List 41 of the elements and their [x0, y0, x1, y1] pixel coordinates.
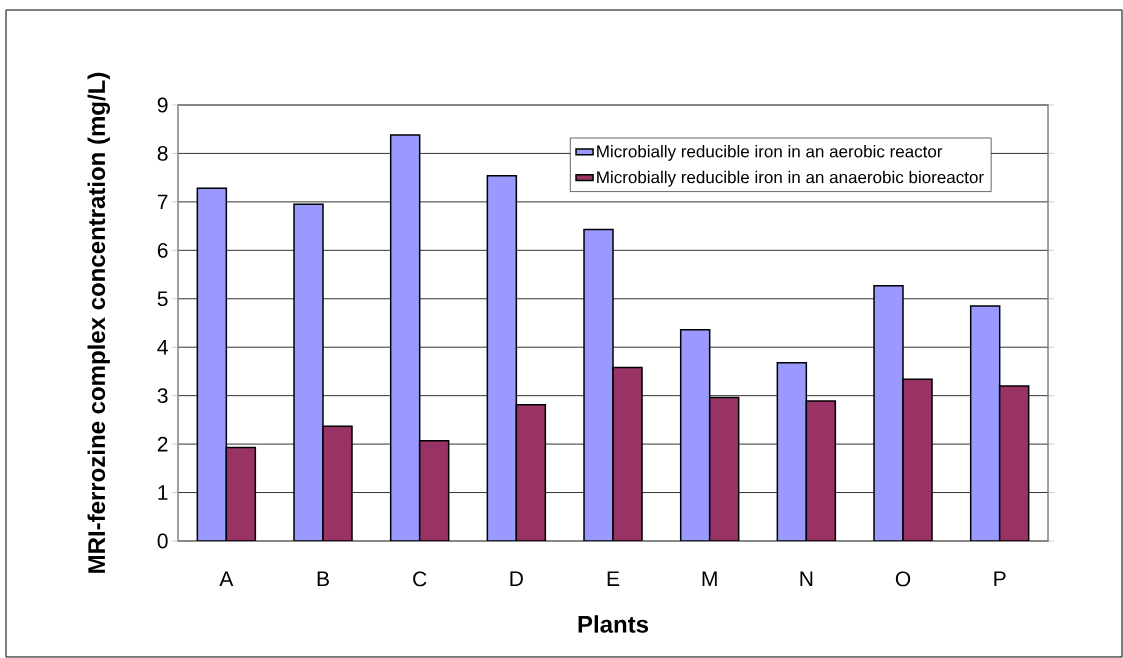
y-tick-label: 6: [157, 242, 168, 258]
bar: [903, 379, 933, 541]
y-tick-label: 0: [157, 533, 168, 549]
x-tick-label: B: [317, 571, 329, 586]
x-tick-label: N: [800, 571, 813, 586]
bar: [874, 285, 904, 541]
x-tick-label: O: [895, 571, 911, 587]
y-tick-label: 9: [157, 97, 168, 113]
x-tick-label: D: [510, 571, 523, 586]
y-tick-label: 7: [157, 194, 168, 210]
y-axis-title: MRI-ferrozine complex concentration (mg/L): [87, 72, 110, 573]
bar: [516, 404, 546, 541]
bar: [584, 229, 614, 541]
legend-label: Microbially reducible iron in an aerobic reactor: [597, 144, 943, 161]
bar: [323, 426, 353, 541]
y-tick-label: 4: [157, 339, 168, 355]
x-tick-label: P: [994, 571, 1006, 586]
x-tick-label: C: [413, 571, 427, 587]
bar: [680, 329, 710, 541]
bar: [969, 305, 1001, 541]
y-tick-label: 1: [158, 485, 168, 500]
bar: [197, 188, 227, 541]
bar: [226, 447, 256, 541]
x-tick-label: M: [702, 571, 717, 586]
y-tick-label: 2: [157, 436, 168, 452]
y-tick-label: 5: [157, 291, 168, 307]
x-tick-label: E: [607, 571, 620, 586]
bar: [419, 440, 449, 541]
x-tick-label: A: [219, 571, 234, 586]
bar: [806, 400, 836, 541]
bar: [777, 362, 807, 541]
bar: [294, 204, 324, 541]
y-tick-label: 8: [157, 146, 168, 161]
bar: [487, 175, 517, 541]
bar: [998, 385, 1030, 541]
y-tick-label: 3: [157, 388, 168, 404]
x-axis-title: Plants: [578, 615, 649, 633]
legend-label: Microbially reducible iron in an anaerobic bioreactor: [597, 170, 984, 187]
bar: [709, 397, 739, 541]
bar: [390, 135, 420, 541]
bar: [613, 367, 643, 541]
